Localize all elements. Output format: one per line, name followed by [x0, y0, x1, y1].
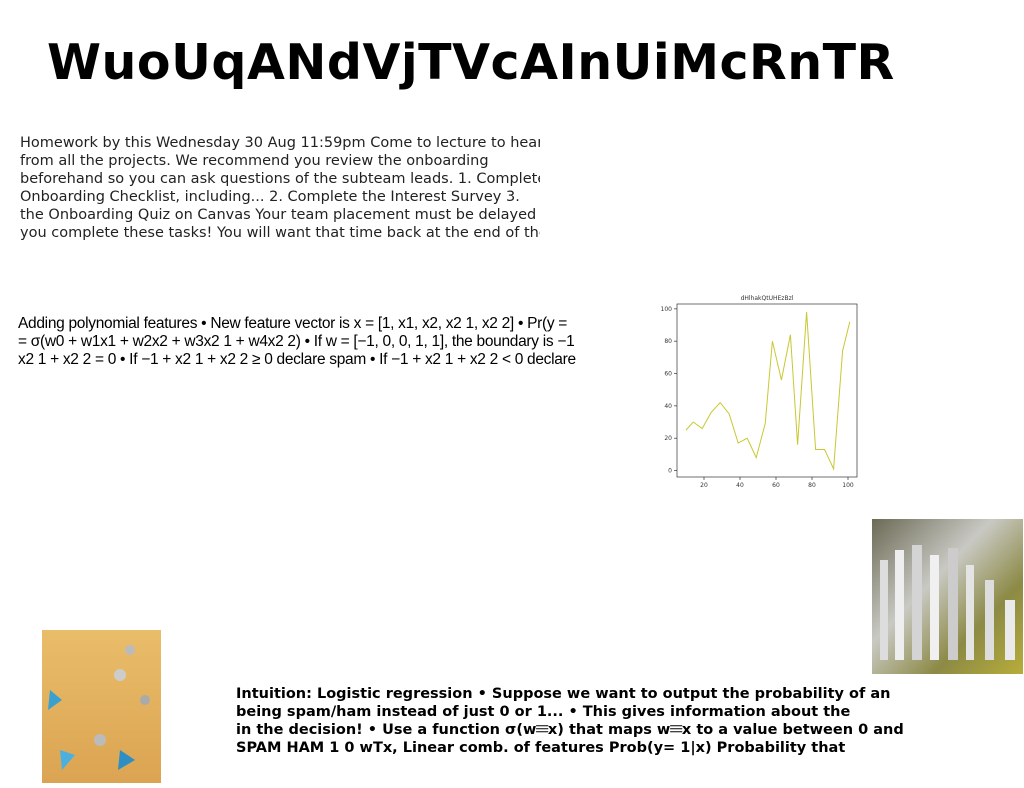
x-tick-label: 20 [700, 482, 708, 489]
party-decor [48, 645, 150, 770]
city-photo [872, 519, 1023, 674]
text-line: SPAM HAM 1 0 wTx, Linear comb. of featur… [236, 740, 846, 756]
text-line: Adding polynomial features • New feature… [18, 315, 568, 332]
party-photo [42, 630, 161, 783]
text-line: x2 1 + x2 2 = 0 • If −1 + x2 1 + x2 2 ≥ … [18, 351, 576, 368]
data-line [685, 312, 851, 471]
text-line: being spam/ham instead of just 0 or 1...… [236, 704, 851, 720]
y-tick-label: 40 [664, 403, 672, 410]
y-tick-label: 0 [668, 468, 672, 475]
text-line: = σ(w0 + w1x1 + w2x2 + w3x2 1 + w4x2 2) … [18, 333, 575, 350]
text-line: in the decision! • Use a function σ(w𝄘x)… [236, 722, 904, 738]
homework-text: Homework by this Wednesday 30 Aug 11:59p… [20, 134, 540, 242]
y-tick-label: 60 [664, 371, 672, 378]
text-line: you complete these tasks! You will want … [20, 225, 540, 241]
x-tick-label: 40 [736, 482, 744, 489]
slide-title: WuoUqANdVjTVcAInUiMcRnTR [47, 34, 895, 91]
y-tick-label: 20 [664, 435, 672, 442]
text-line: beforehand so you can ask questions of t… [20, 171, 540, 187]
x-tick-label: 100 [842, 482, 854, 489]
intuition-text: Intuition: Logistic regression • Suppose… [236, 685, 916, 757]
y-tick-label: 80 [664, 338, 672, 345]
polynomial-text: Adding polynomial features • New feature… [18, 315, 608, 369]
city-buildings [880, 545, 1015, 660]
y-tick-label: 100 [661, 306, 673, 313]
text-line: Homework by this Wednesday 30 Aug 11:59p… [20, 135, 540, 151]
x-tick-label: 80 [808, 482, 816, 489]
plot-frame [676, 303, 858, 478]
text-line: the Onboarding Quiz on Canvas Your team … [20, 207, 537, 223]
chart-title: dHlhakQtUHEzBzl [741, 295, 794, 302]
text-line: Intuition: Logistic regression • Suppose… [236, 686, 891, 702]
text-line: from all the projects. We recommend you … [20, 153, 489, 169]
text-line: Onboarding Checklist, including... 2. Co… [20, 189, 520, 205]
x-tick-label: 60 [772, 482, 780, 489]
